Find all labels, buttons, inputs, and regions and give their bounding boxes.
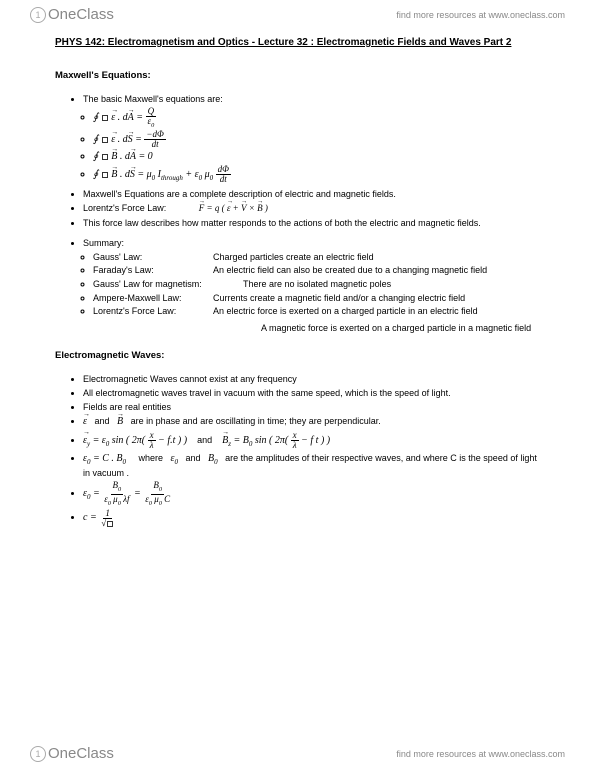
where-label: where bbox=[139, 453, 164, 463]
law-desc: Currents create a magnetic field and/or … bbox=[213, 293, 465, 303]
and2-label: and bbox=[186, 453, 201, 463]
lorentz-equation: F = q ( ε + V × B ) bbox=[199, 202, 268, 214]
equation-faraday: ∮ ε . dS = −dΦdt bbox=[93, 130, 540, 149]
list-item-c: c = 1√ bbox=[83, 509, 540, 528]
page-title: PHYS 142: Electromagnetism and Optics - … bbox=[55, 37, 540, 48]
lorentz-label: Lorentz's Force Law: bbox=[83, 203, 166, 213]
brand-name: OneClass bbox=[48, 6, 114, 23]
law-row: Faraday's Law:An electric field can also… bbox=[93, 264, 540, 277]
phase-desc: are in phase and are oscillating in time… bbox=[131, 416, 381, 426]
list-item-cb: ε0 = C . B0 where ε0 and B0 are the ampl… bbox=[83, 452, 540, 480]
footer: 1 OneClass find more resources at www.on… bbox=[0, 741, 595, 766]
law-row: Gauss' Law for magnetism:There are no is… bbox=[93, 278, 540, 291]
list-item-wave-eq: εy = ε0 sin ( 2π( xλ − f.t ) ) and Bz = … bbox=[83, 431, 540, 450]
list-item-eps0: ε0 = B0ε0 μ0 λf = B0ε0 μ0 C bbox=[83, 481, 540, 506]
law-row: Gauss' Law:Charged particles create an e… bbox=[93, 251, 540, 264]
brand-name-footer: OneClass bbox=[48, 745, 114, 762]
list-item: The basic Maxwell's equations are: bbox=[83, 93, 540, 105]
law-row: Lorentz's Force Law:An electric force is… bbox=[93, 305, 540, 318]
law-desc: Charged particles create an electric fie… bbox=[213, 252, 374, 262]
logo-icon: 1 bbox=[30, 7, 46, 23]
law-desc: An electric field can also be created du… bbox=[213, 265, 487, 275]
law-extra: A magnetic force is exerted on a charged… bbox=[261, 322, 540, 334]
law-name: Faraday's Law: bbox=[93, 264, 213, 277]
list-item: Maxwell's Equations are a complete descr… bbox=[83, 188, 540, 200]
equation-ampere: ∮ B . dS = μ0 Ithrough + ε0 μ0 dΦdt bbox=[93, 165, 540, 184]
law-desc: There are no isolated magnetic poles bbox=[243, 279, 391, 289]
equation-gauss-b: ∮ B . dA = 0 bbox=[93, 150, 540, 164]
footer-tagline: find more resources at www.oneclass.com bbox=[396, 749, 565, 759]
section-heading-emwaves: Electromagnetic Waves: bbox=[55, 350, 540, 361]
law-name: Ampere-Maxwell Law: bbox=[93, 292, 213, 305]
header-tagline: find more resources at www.oneclass.com bbox=[396, 10, 565, 20]
law-name: Gauss' Law for magnetism: bbox=[93, 278, 243, 291]
maxwell-notes: Maxwell's Equations are a complete descr… bbox=[55, 188, 540, 228]
law-name: Lorentz's Force Law: bbox=[93, 305, 213, 318]
list-item: Fields are real entities bbox=[83, 401, 540, 413]
list-item-lorentz: Lorentz's Force Law: F = q ( ε + V × B ) bbox=[83, 202, 540, 214]
law-row: Ampere-Maxwell Law:Currents create a mag… bbox=[93, 292, 540, 305]
summary-list: Summary: bbox=[55, 237, 540, 249]
brand-logo: 1 OneClass bbox=[30, 6, 114, 23]
and-label: and bbox=[94, 416, 109, 426]
logo-icon: 1 bbox=[30, 746, 46, 762]
emwaves-list: Electromagnetic Waves cannot exist at an… bbox=[55, 373, 540, 528]
equation-gauss-e: ∮ ε . dA = Qε0 bbox=[93, 107, 540, 129]
page-content: PHYS 142: Electromagnetism and Optics - … bbox=[0, 27, 595, 540]
brand-logo-footer: 1 OneClass bbox=[30, 745, 114, 762]
list-item: Electromagnetic Waves cannot exist at an… bbox=[83, 373, 540, 385]
maxwell-equations: ∮ ε . dA = Qε0 ∮ ε . dS = −dΦdt ∮ B . dA… bbox=[55, 107, 540, 184]
header: 1 OneClass find more resources at www.on… bbox=[0, 0, 595, 27]
list-item-phase: ε and B are in phase and are oscillating… bbox=[83, 415, 540, 429]
summary-laws: Gauss' Law:Charged particles create an e… bbox=[55, 251, 540, 318]
section-heading-maxwell: Maxwell's Equations: bbox=[55, 70, 540, 81]
maxwell-list: The basic Maxwell's equations are: bbox=[55, 93, 540, 105]
summary-label: Summary: bbox=[83, 237, 540, 249]
law-name: Gauss' Law: bbox=[93, 251, 213, 264]
law-desc: An electric force is exerted on a charge… bbox=[213, 306, 478, 316]
list-item: This force law describes how matter resp… bbox=[83, 217, 540, 229]
list-item: All electromagnetic waves travel in vacu… bbox=[83, 387, 540, 399]
